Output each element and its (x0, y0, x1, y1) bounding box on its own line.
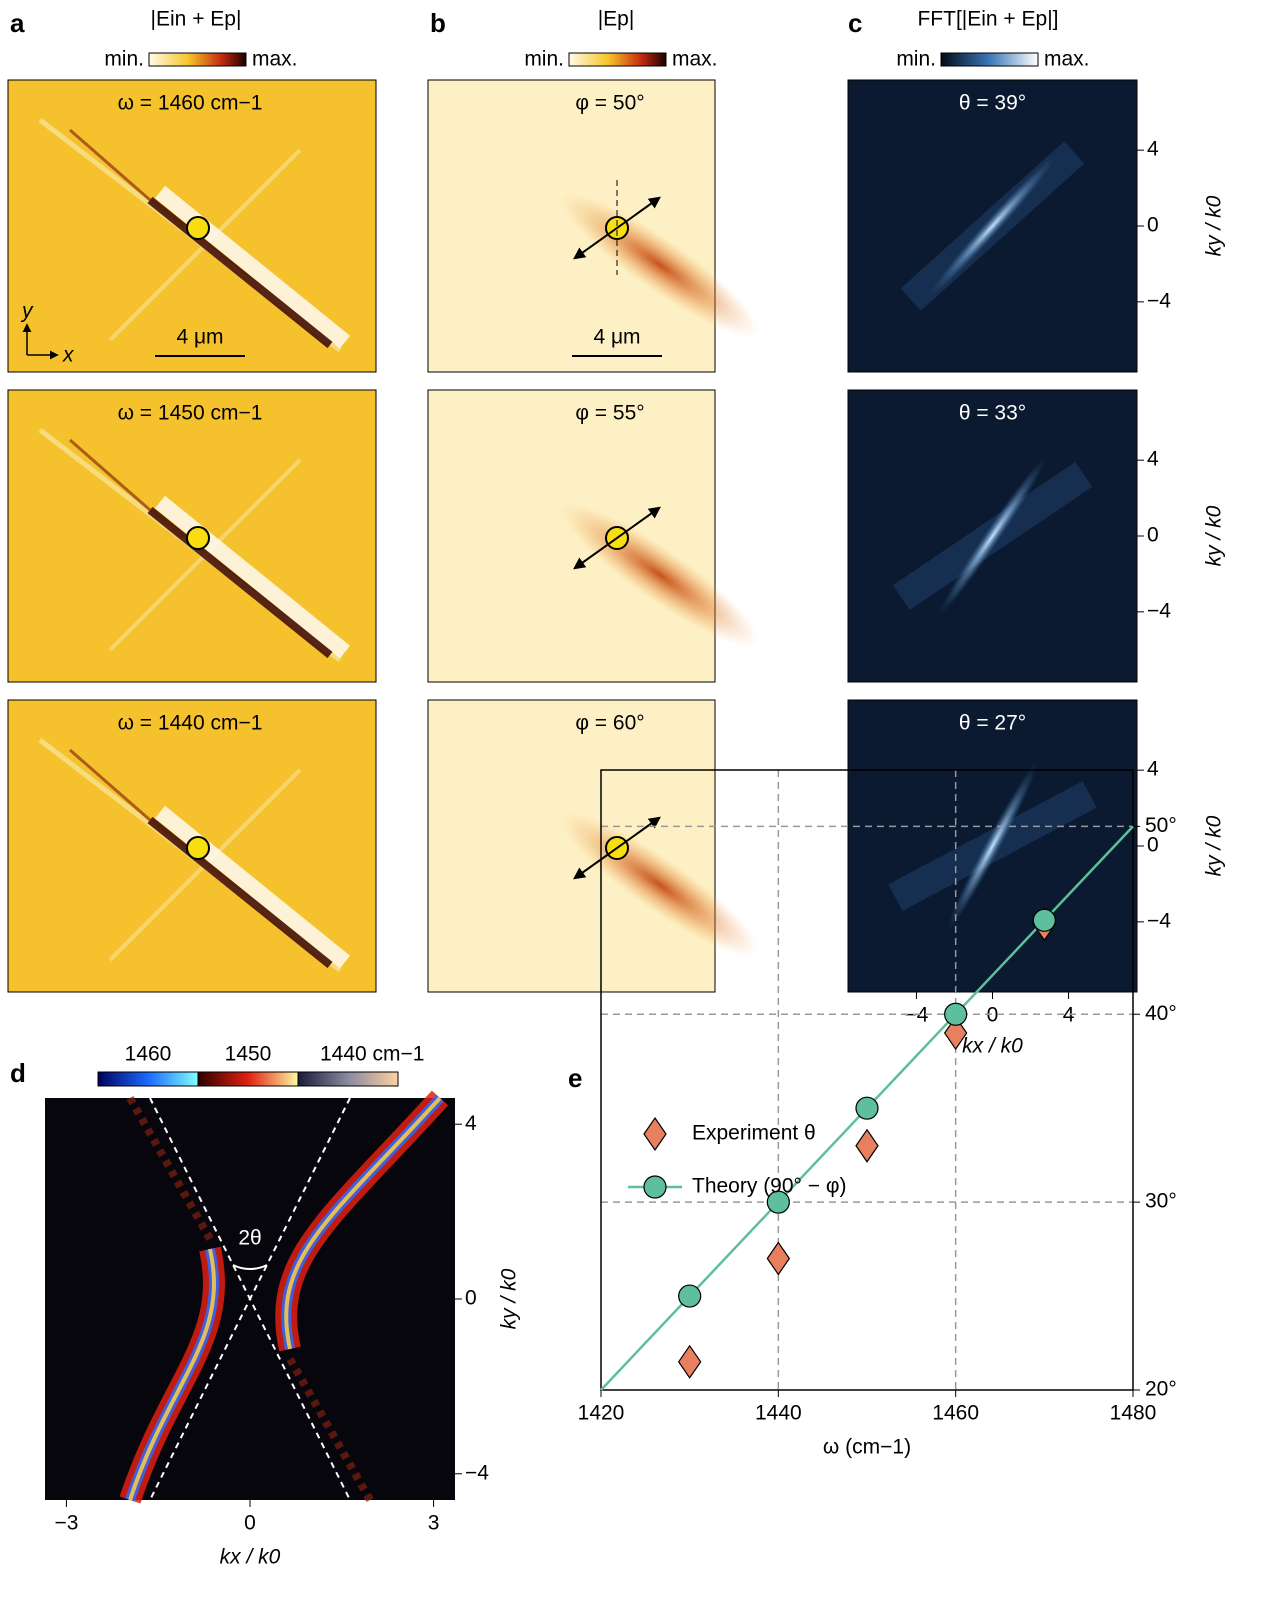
colorbar-max: max. (1044, 48, 1090, 71)
x-tick-label: 4 (1063, 1004, 1075, 1027)
colorbar (149, 53, 246, 66)
y-tick-label: 0 (465, 1287, 477, 1310)
image (428, 80, 715, 372)
angle-label: φ = 55° (575, 402, 644, 425)
x-tick-label: 1480 (1110, 1402, 1157, 1425)
panel-label: a (10, 8, 25, 38)
y-tick-label: −4 (465, 1461, 489, 1484)
panel-label: e (568, 1063, 582, 1093)
y-tick-label: −4 (1147, 599, 1171, 622)
y-tick-label: 50° (1145, 814, 1177, 837)
marker (945, 1003, 967, 1025)
tip (187, 527, 209, 549)
y-tick-label: 40° (1145, 1002, 1177, 1025)
x-tick-label: 0 (244, 1512, 256, 1535)
legend-label: Theory (90° − φ) (692, 1175, 847, 1198)
scale-bar-label: 4 μm (176, 326, 223, 349)
frequency-label: ω = 1460 cm−1 (118, 92, 263, 115)
colorbar-label: 1450 (225, 1043, 272, 1066)
y-tick-label: 30° (1145, 1190, 1177, 1213)
image-panel: θ = 39° 4 0 −4 ky / k0 (848, 80, 1226, 372)
marker (1033, 909, 1055, 931)
marker (856, 1130, 878, 1162)
image-panel: θ = 27° 4 0 −4 ky / k0 (848, 700, 1226, 992)
image (428, 700, 715, 992)
tip (187, 217, 209, 239)
colorbar-title: |Ep| (598, 8, 635, 31)
tip (187, 837, 209, 859)
y-tick-label: 4 (1147, 138, 1159, 161)
legend-marker (644, 1118, 666, 1150)
axis-label: y (20, 300, 34, 323)
colorbar-max: max. (672, 48, 718, 71)
angle-label: φ = 50° (575, 92, 644, 115)
panel-label: b (430, 8, 446, 38)
angle-label: θ = 27° (959, 712, 1026, 735)
colorbar-title: FFT[|Ein + Ep|] (917, 8, 1058, 31)
colorbar-label: 1460 (125, 1043, 172, 1066)
colorbar-max: max. (252, 48, 298, 71)
y-tick-label: 4 (465, 1112, 477, 1135)
x-axis-label: kx / k0 (220, 1546, 281, 1569)
x-tick-label: 0 (987, 1004, 999, 1027)
x-tick-label: 1460 (932, 1402, 979, 1425)
x-tick-label: 1420 (578, 1402, 625, 1425)
y-axis-label: ky / k0 (1203, 505, 1226, 566)
colorbar (98, 1072, 198, 1086)
colorbar (298, 1072, 398, 1086)
y-axis-label: ky / k0 (1203, 815, 1226, 876)
marker (679, 1285, 701, 1307)
colorbar-label: 1440 cm−1 (320, 1043, 425, 1066)
y-axis-label: ky / k0 (498, 1268, 521, 1329)
y-tick-label: 0 (1147, 834, 1159, 857)
colorbar (941, 53, 1038, 66)
x-tick-label: −4 (904, 1004, 928, 1027)
marker (767, 1242, 789, 1274)
y-tick-label: −4 (1147, 909, 1171, 932)
y-tick-label: 20° (1145, 1378, 1177, 1401)
y-axis-label: ky / k0 (1203, 195, 1226, 256)
y-tick-label: 0 (1147, 214, 1159, 237)
angle-label: φ = 60° (575, 712, 644, 735)
x-axis-label: kx / k0 (962, 1035, 1023, 1058)
x-tick-label: 3 (428, 1512, 440, 1535)
colorbar-min: min. (524, 48, 564, 71)
panel-label: c (848, 8, 862, 38)
colorbar (198, 1072, 298, 1086)
image-panel: ω = 1440 cm−1 (8, 700, 376, 992)
image-panel: ω = 1450 cm−1 (8, 390, 376, 682)
marker (856, 1097, 878, 1119)
y-tick-label: 4 (1147, 758, 1159, 781)
image-panel: φ = 55° (428, 390, 773, 682)
x-tick-label: −3 (54, 1512, 78, 1535)
scale-bar-label: 4 μm (593, 326, 640, 349)
colorbar-min: min. (896, 48, 936, 71)
x-axis-label: ω (cm−1) (823, 1436, 911, 1459)
y-tick-label: 4 (1147, 448, 1159, 471)
angle-label: θ = 33° (959, 402, 1026, 425)
image-panel: θ = 33° 4 0 −4 ky / k0 (848, 390, 1226, 682)
colorbar-title: |Ein + Ep| (151, 8, 242, 31)
axis-label: x (62, 344, 75, 367)
legend-marker (644, 1176, 666, 1198)
y-tick-label: 0 (1147, 524, 1159, 547)
y-tick-label: −4 (1147, 289, 1171, 312)
colorbar-min: min. (104, 48, 144, 71)
x-tick-label: 1440 (755, 1402, 802, 1425)
annotation: 2θ (238, 1227, 261, 1250)
image (428, 390, 715, 682)
frequency-label: ω = 1440 cm−1 (118, 712, 263, 735)
legend-label: Experiment θ (692, 1122, 816, 1145)
marker (679, 1346, 701, 1378)
colorbar (569, 53, 666, 66)
panel-label: d (10, 1058, 26, 1088)
angle-label: θ = 39° (959, 92, 1026, 115)
frequency-label: ω = 1450 cm−1 (118, 402, 263, 425)
figure: a |Ein + Ep| min. max. ω = 1460 cm−1 ω = 1450… (0, 0, 1270, 1616)
